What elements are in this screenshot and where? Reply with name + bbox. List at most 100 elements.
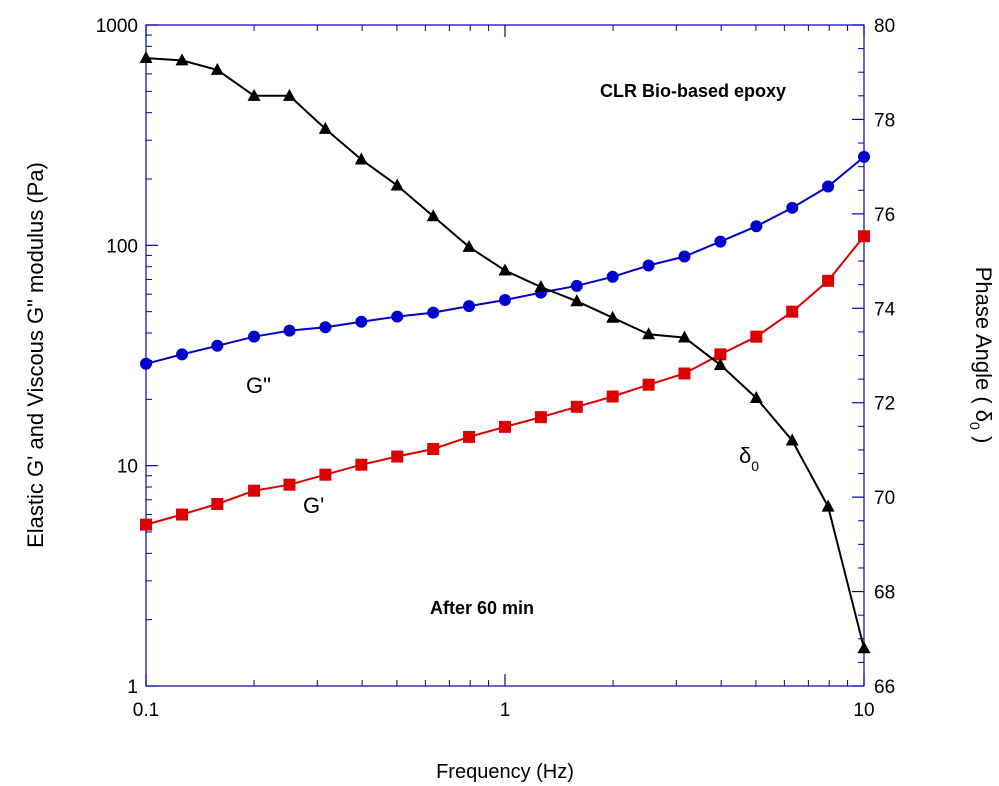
y-left-tick-label: 100 <box>106 236 138 257</box>
y-right-tick-label: 80 <box>874 16 895 37</box>
data-point <box>211 497 224 510</box>
data-point <box>427 306 440 319</box>
data-point <box>714 235 727 248</box>
data-point <box>606 310 620 323</box>
y-right-tick-label: 72 <box>874 394 895 415</box>
data-point <box>139 51 153 64</box>
data-point <box>355 315 368 328</box>
data-point <box>642 327 656 340</box>
data-point <box>211 339 224 352</box>
data-point <box>786 305 799 318</box>
data-point <box>463 430 476 443</box>
data-point <box>319 468 332 481</box>
data-point <box>642 378 655 391</box>
series-1 <box>140 230 870 531</box>
data-point <box>822 180 835 193</box>
y-left-tick-label: 10 <box>117 457 138 478</box>
y-right-axis-title-close: ) <box>971 430 996 443</box>
data-point <box>391 450 404 463</box>
x-minor-ticks <box>253 25 849 686</box>
y-right-tick-label: 78 <box>874 110 895 131</box>
data-point <box>248 484 261 497</box>
data-point <box>319 321 332 334</box>
data-point <box>858 230 870 243</box>
annotation-time: After 60 min <box>430 598 534 618</box>
data-point <box>498 263 512 276</box>
data-point <box>499 293 511 306</box>
data-point <box>785 433 799 446</box>
data-point <box>247 88 261 101</box>
data-point <box>140 518 152 531</box>
data-point <box>175 53 189 66</box>
series-layer <box>139 51 871 654</box>
data-point <box>462 239 476 252</box>
data-point <box>858 150 870 163</box>
x-tick-label: 10 <box>853 700 874 721</box>
y-right-ticks: 66 68 70 72 74 76 78 80 <box>852 16 896 698</box>
data-point <box>390 178 404 191</box>
y-right-axis-title-main: Phase Angle ( δ <box>971 267 996 422</box>
phase-angle-label-sub: 0 <box>751 458 759 474</box>
data-point <box>678 250 691 263</box>
g-prime-label: G' <box>303 493 324 518</box>
y-left-tick-label: 1 <box>127 677 138 698</box>
series-line <box>145 57 865 649</box>
data-point <box>714 348 727 361</box>
series-2 <box>139 51 871 654</box>
data-point <box>355 458 368 471</box>
data-point <box>248 330 261 343</box>
data-point <box>176 348 189 361</box>
data-point <box>210 62 224 75</box>
data-point <box>750 220 763 233</box>
data-point <box>354 152 368 165</box>
y-right-tick-label: 66 <box>874 677 895 698</box>
x-major-ticks: 0.1 1 10 <box>133 25 875 721</box>
y-right-axis-title: Phase Angle ( δ0 ) <box>967 267 996 444</box>
data-point <box>427 443 440 456</box>
data-point <box>463 300 476 313</box>
data-point <box>283 478 296 491</box>
y-left-ticks: 1 10 100 1000 <box>96 16 158 698</box>
data-point <box>642 259 655 272</box>
y-right-axis-title-sub: 0 <box>967 422 983 430</box>
annotation-material: CLR Bio-based epoxy <box>600 81 786 101</box>
data-point <box>499 420 511 433</box>
y-left-tick-label: 1000 <box>96 16 138 37</box>
data-point <box>822 274 835 287</box>
data-point <box>750 330 763 343</box>
x-axis-title: Frequency (Hz) <box>436 761 574 783</box>
plot-frame <box>145 24 865 687</box>
x-tick-label: 0.1 <box>133 700 159 721</box>
data-point <box>786 201 799 214</box>
y-right-tick-label: 76 <box>874 205 895 226</box>
phase-angle-label: δ0 <box>739 443 759 474</box>
y-right-tick-label: 74 <box>874 299 896 320</box>
data-point <box>282 88 296 101</box>
data-point <box>283 324 296 337</box>
data-point <box>176 508 189 521</box>
data-point <box>426 209 440 222</box>
data-point <box>606 270 619 283</box>
data-point <box>606 390 619 403</box>
data-point <box>677 330 691 343</box>
y-right-tick-label: 70 <box>874 488 895 509</box>
data-point <box>713 357 727 370</box>
data-point <box>678 367 691 380</box>
x-tick-label: 1 <box>500 700 511 721</box>
data-point <box>318 121 332 134</box>
data-point <box>749 390 763 403</box>
series-0 <box>140 150 870 370</box>
data-point <box>391 310 404 323</box>
g-double-prime-label: G" <box>246 373 271 398</box>
data-point <box>570 279 583 292</box>
data-point <box>534 280 548 293</box>
y-left-axis-title: Elastic G' and Viscous G" modulus (Pa) <box>23 162 48 548</box>
data-point <box>570 400 583 413</box>
y-right-tick-label: 68 <box>874 583 895 604</box>
data-point <box>857 641 871 654</box>
data-point <box>821 499 835 512</box>
phase-angle-label-main: δ <box>739 443 751 468</box>
data-point <box>534 411 547 424</box>
data-point <box>140 357 152 370</box>
